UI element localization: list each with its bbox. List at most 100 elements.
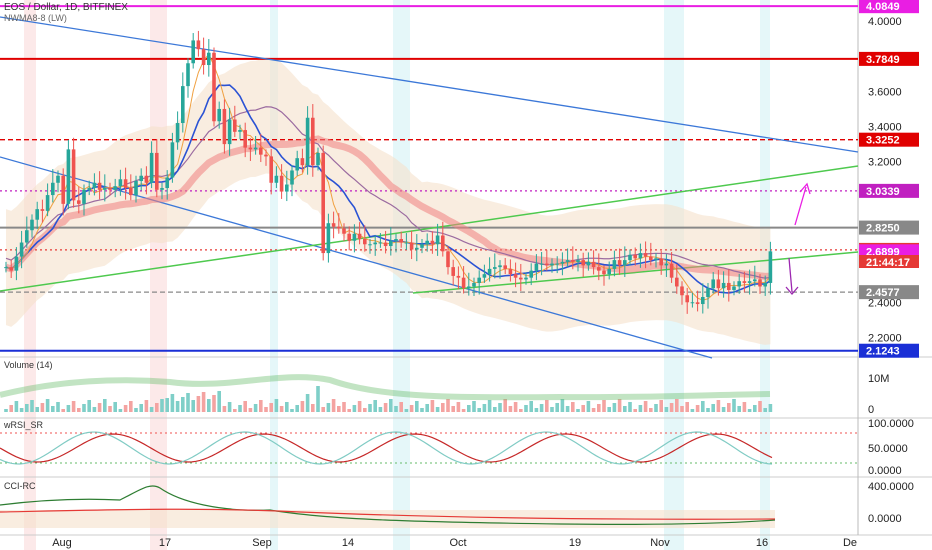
candle[interactable] [9, 259, 13, 279]
candle[interactable] [331, 211, 336, 239]
candle[interactable] [347, 226, 351, 251]
candle[interactable] [357, 222, 362, 245]
candle[interactable] [529, 263, 533, 286]
candle[interactable] [321, 145, 325, 261]
price-level-tag-box[interactable] [859, 220, 919, 235]
candle[interactable] [40, 199, 45, 223]
candle[interactable] [123, 167, 128, 200]
candle[interactable] [716, 269, 721, 296]
candle[interactable] [191, 33, 195, 69]
candle[interactable] [92, 173, 97, 196]
candle[interactable] [295, 150, 299, 176]
candle[interactable] [617, 248, 622, 275]
candle[interactable] [352, 224, 357, 253]
candle[interactable] [61, 168, 65, 216]
candle[interactable] [420, 239, 424, 254]
candle[interactable] [25, 216, 29, 248]
price-level-tag-box[interactable] [859, 285, 919, 300]
candle[interactable] [82, 184, 86, 216]
candle[interactable] [394, 233, 398, 253]
price-level-tag-box[interactable] [859, 183, 919, 198]
candle[interactable] [108, 182, 112, 196]
candle[interactable] [638, 243, 643, 268]
candle[interactable] [685, 287, 689, 314]
candle[interactable] [118, 169, 123, 196]
candle[interactable] [97, 171, 102, 200]
candle[interactable] [305, 106, 310, 175]
candle[interactable] [316, 147, 320, 171]
candle[interactable] [669, 252, 674, 283]
candle[interactable] [456, 266, 461, 290]
candle[interactable] [565, 248, 570, 268]
candle[interactable] [727, 269, 731, 302]
candle[interactable] [747, 269, 752, 295]
candle[interactable] [758, 274, 762, 294]
candle[interactable] [186, 57, 190, 98]
candle[interactable] [498, 260, 502, 279]
candle[interactable] [212, 47, 216, 127]
candle[interactable] [602, 265, 606, 286]
candle[interactable] [290, 165, 294, 197]
candle[interactable] [56, 170, 60, 193]
candle[interactable] [643, 241, 648, 269]
candle[interactable] [170, 132, 175, 183]
candle[interactable] [274, 166, 279, 189]
candle[interactable] [545, 249, 549, 271]
candle[interactable] [435, 223, 440, 256]
candle[interactable] [721, 271, 726, 298]
candle[interactable] [768, 241, 773, 295]
candle[interactable] [659, 250, 663, 275]
candle[interactable] [513, 262, 518, 288]
candle[interactable] [238, 124, 242, 140]
candle[interactable] [201, 37, 206, 75]
price-axis[interactable]: 4.0000 3.6000 3.4000 3.2000 2.4000 2.2000 4.08… [859, 0, 919, 525]
candle[interactable] [612, 250, 617, 277]
candle[interactable] [441, 221, 445, 257]
candle[interactable] [4, 261, 8, 273]
candle[interactable] [555, 256, 559, 274]
candle[interactable] [654, 253, 658, 268]
candle[interactable] [155, 139, 159, 198]
candle[interactable] [233, 105, 237, 138]
candle[interactable] [311, 104, 315, 177]
candle[interactable] [711, 272, 715, 294]
candle[interactable] [227, 107, 232, 156]
candle[interactable] [300, 148, 305, 173]
candle[interactable] [732, 281, 736, 296]
candle[interactable] [581, 252, 585, 277]
candle[interactable] [664, 254, 669, 277]
candle[interactable] [113, 178, 117, 198]
candle[interactable] [196, 30, 201, 57]
candle[interactable] [134, 175, 138, 203]
candle[interactable] [337, 213, 341, 234]
candle[interactable] [181, 72, 185, 133]
candle[interactable] [482, 264, 487, 283]
candle[interactable] [467, 272, 471, 296]
candle[interactable] [253, 136, 258, 155]
candle[interactable] [378, 233, 383, 248]
candle[interactable] [87, 180, 91, 196]
candle[interactable] [680, 281, 684, 305]
candle[interactable] [519, 263, 523, 292]
candle[interactable] [461, 266, 466, 294]
candle[interactable] [446, 246, 450, 275]
candle[interactable] [508, 259, 513, 282]
price-level-tag-box[interactable] [859, 132, 919, 147]
candle[interactable] [342, 223, 346, 242]
candle[interactable] [623, 246, 627, 277]
candle[interactable] [576, 254, 580, 272]
candle[interactable] [477, 270, 481, 295]
candle[interactable] [264, 149, 268, 166]
candle[interactable] [472, 277, 476, 296]
candle[interactable] [649, 242, 653, 266]
candle[interactable] [550, 258, 554, 273]
candle[interactable] [217, 101, 221, 129]
candle[interactable] [493, 253, 497, 279]
candle[interactable] [633, 247, 637, 266]
candle[interactable] [534, 254, 539, 281]
candle[interactable] [149, 141, 154, 189]
candle[interactable] [607, 261, 611, 280]
candle[interactable] [222, 99, 227, 154]
candle[interactable] [742, 271, 747, 293]
candle[interactable] [269, 149, 273, 195]
